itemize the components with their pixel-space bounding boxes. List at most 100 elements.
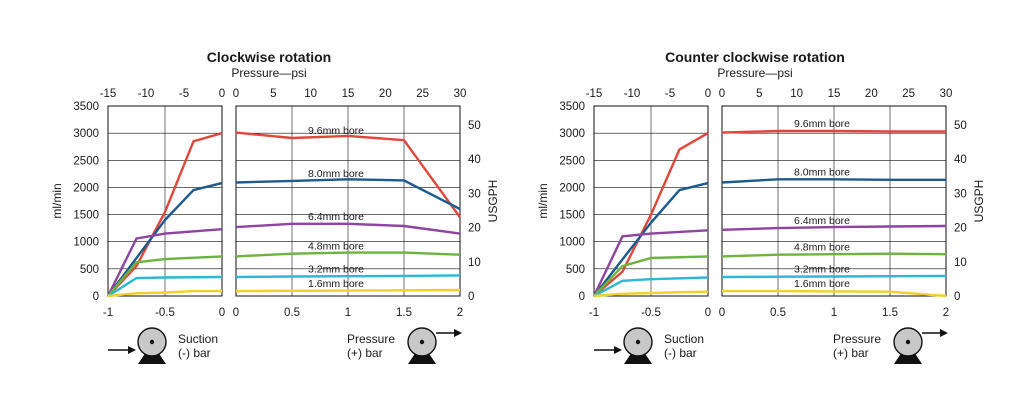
- outlet-arrowhead-icon: [940, 329, 948, 337]
- inlet-arrowhead-icon: [128, 346, 136, 354]
- bore-label: 9.6mm bore: [308, 125, 364, 137]
- bore-label: 8.0mm bore: [794, 166, 850, 178]
- y-tick-label-right: 0: [468, 291, 474, 303]
- pump-base-icon: [624, 352, 652, 364]
- suction-caption: Suction: [664, 332, 704, 346]
- plot-frame: [593, 105, 709, 297]
- y-tick-label-right: 20: [954, 223, 967, 235]
- x-tick-label: 1.5: [882, 307, 898, 319]
- top-x-tick-label: 5: [756, 88, 762, 100]
- series-line-3-2mm: [721, 274, 947, 279]
- top-x-tick-label: 20: [865, 88, 878, 100]
- series-line-6-4mm: [235, 222, 461, 235]
- pressure-unit: (+) bar: [347, 346, 383, 360]
- plot-frame: [235, 105, 461, 297]
- top-x-tick-label: 0: [719, 88, 725, 100]
- y-axis-label-left: ml/min: [536, 183, 550, 218]
- y-tick-label-right: 40: [468, 154, 481, 166]
- bore-label: 8.0mm bore: [308, 168, 364, 180]
- bore-label: 4.8mm bore: [794, 242, 850, 254]
- y-tick-label: 0: [579, 291, 585, 303]
- top-x-tick-label: -15: [100, 88, 117, 100]
- series-line-9-6mm: [235, 131, 461, 219]
- y-tick-label: 2000: [559, 182, 585, 194]
- x-tick-label: 2: [943, 307, 949, 319]
- top-x-tick-label: 0: [705, 88, 711, 100]
- pressure-panel: 0 0.5 1 1.5 20 5 10 15 20 25 30: [233, 88, 467, 319]
- bore-label: 1.6mm bore: [794, 278, 850, 290]
- y-axis-label-right: USGPH: [972, 180, 986, 223]
- y-axis-label-left: ml/min: [50, 183, 64, 218]
- y-tick-label-right: 50: [468, 120, 481, 132]
- series-line-8-0mm: [235, 178, 461, 211]
- x-tick-label: 0: [719, 307, 725, 319]
- top-x-tick-label: 15: [342, 88, 355, 100]
- y-tick-label: 1500: [559, 210, 585, 222]
- series-line-6-4mm: [592, 229, 709, 297]
- series-line-4-8mm: [107, 255, 223, 297]
- suction-footer: Suction(-) bar: [594, 327, 704, 364]
- series-line-8-0mm: [107, 181, 223, 297]
- x-tick-label: -1: [589, 307, 599, 319]
- y-tick-label: 500: [80, 264, 99, 276]
- x-tick-label: -0.5: [155, 307, 175, 319]
- bore-label: 4.8mm bore: [308, 241, 364, 253]
- pump-base-icon: [138, 352, 166, 364]
- series-line-8-0mm: [593, 181, 709, 297]
- y-tick-label: 3500: [73, 101, 99, 113]
- y-tick-label: 2000: [73, 182, 99, 194]
- top-axis-label: Pressure—psi: [231, 66, 306, 80]
- suction-panel: -1 -0.5 0 -15 -10 -5 0: [586, 88, 712, 319]
- pressure-unit: (+) bar: [833, 346, 869, 360]
- top-x-tick-label: 25: [416, 88, 429, 100]
- y-tick-label: 500: [566, 264, 585, 276]
- y-tick-label-right: 0: [954, 291, 960, 303]
- top-x-tick-label: 10: [304, 88, 317, 100]
- top-x-tick-label: 20: [379, 88, 392, 100]
- top-x-tick-label: -10: [624, 88, 641, 100]
- outlet-arrowhead-icon: [454, 329, 462, 337]
- y-tick-label: 3500: [559, 101, 585, 113]
- y-tick-label-right: 10: [954, 257, 967, 269]
- y-tick-label: 3000: [73, 128, 99, 140]
- series-line-4-8mm: [593, 255, 709, 297]
- pump-hub-icon: [905, 339, 911, 345]
- top-x-tick-label: -15: [586, 88, 603, 100]
- y-tick-label: 1000: [559, 237, 585, 249]
- pressure-panel: 0 0.5 1 1.5 20 5 10 15 20 25 30: [719, 88, 953, 319]
- x-tick-label: 1.5: [396, 307, 412, 319]
- series-line-3-2mm: [107, 275, 223, 298]
- series-line-8-0mm: [721, 178, 946, 184]
- pressure-caption: Pressure: [833, 332, 881, 346]
- y-tick-label-right: 30: [468, 188, 481, 200]
- x-tick-label: 0: [705, 307, 711, 319]
- series-line-1-6mm: [722, 289, 947, 298]
- y-tick-label-right: 10: [468, 257, 481, 269]
- pump-hub-icon: [149, 339, 155, 345]
- chart-title: Counter clockwise rotation: [665, 49, 845, 65]
- series-line-9-6mm: [593, 132, 709, 297]
- pressure-footer: Pressure(+) bar: [347, 327, 462, 364]
- y-tick-label: 2500: [73, 155, 99, 167]
- bore-label: 3.2mm bore: [308, 263, 364, 275]
- y-tick-label-right: 50: [954, 120, 967, 132]
- series-line-3-2mm: [235, 274, 461, 279]
- y-tick-label: 1000: [73, 237, 99, 249]
- suction-footer: Suction(-) bar: [108, 327, 218, 364]
- top-x-tick-label: 25: [902, 88, 915, 100]
- top-x-tick-label: -5: [665, 88, 675, 100]
- series-line-6-4mm: [721, 224, 947, 231]
- x-tick-label: 0: [233, 307, 239, 319]
- x-tick-label: -1: [103, 307, 113, 319]
- series-line-1-6mm: [235, 288, 461, 293]
- top-x-tick-label: 30: [940, 88, 953, 100]
- pressure-caption: Pressure: [347, 332, 395, 346]
- top-x-tick-label: 10: [790, 88, 803, 100]
- top-axis-label: Pressure—psi: [717, 66, 792, 80]
- x-tick-label: 0.5: [770, 307, 786, 319]
- y-tick-label: 2500: [559, 155, 585, 167]
- y-tick-label-right: 40: [954, 154, 967, 166]
- bore-label: 1.6mm bore: [308, 278, 364, 290]
- pressure-footer: Pressure(+) bar: [833, 327, 948, 364]
- series-line-1-6mm: [593, 290, 709, 298]
